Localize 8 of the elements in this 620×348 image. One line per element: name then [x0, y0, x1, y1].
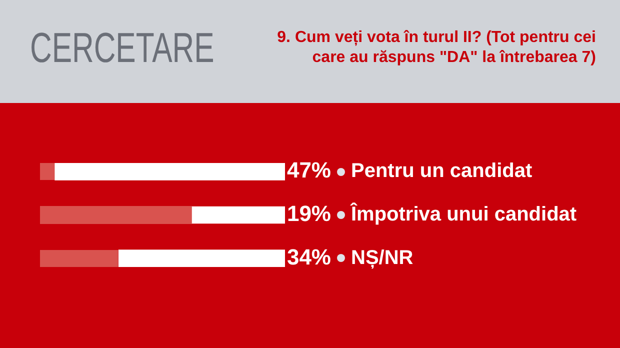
y-tick-label: Pentru un candidat: [351, 160, 532, 182]
data-label: 47%: [286, 158, 331, 183]
text: 9. Cum veți vota în turul II? (Tot pentru cei care au răspuns "DA" la întrebarea 7): [276, 28, 596, 68]
chart-title: CERCETARE: [30, 24, 214, 72]
y-tick-label: Împotriva unui candidat: [350, 202, 577, 226]
data-label: 19%: [286, 201, 331, 226]
y-tick-label: NȘ/NR: [351, 246, 414, 269]
data-label: 34%: [286, 244, 331, 270]
